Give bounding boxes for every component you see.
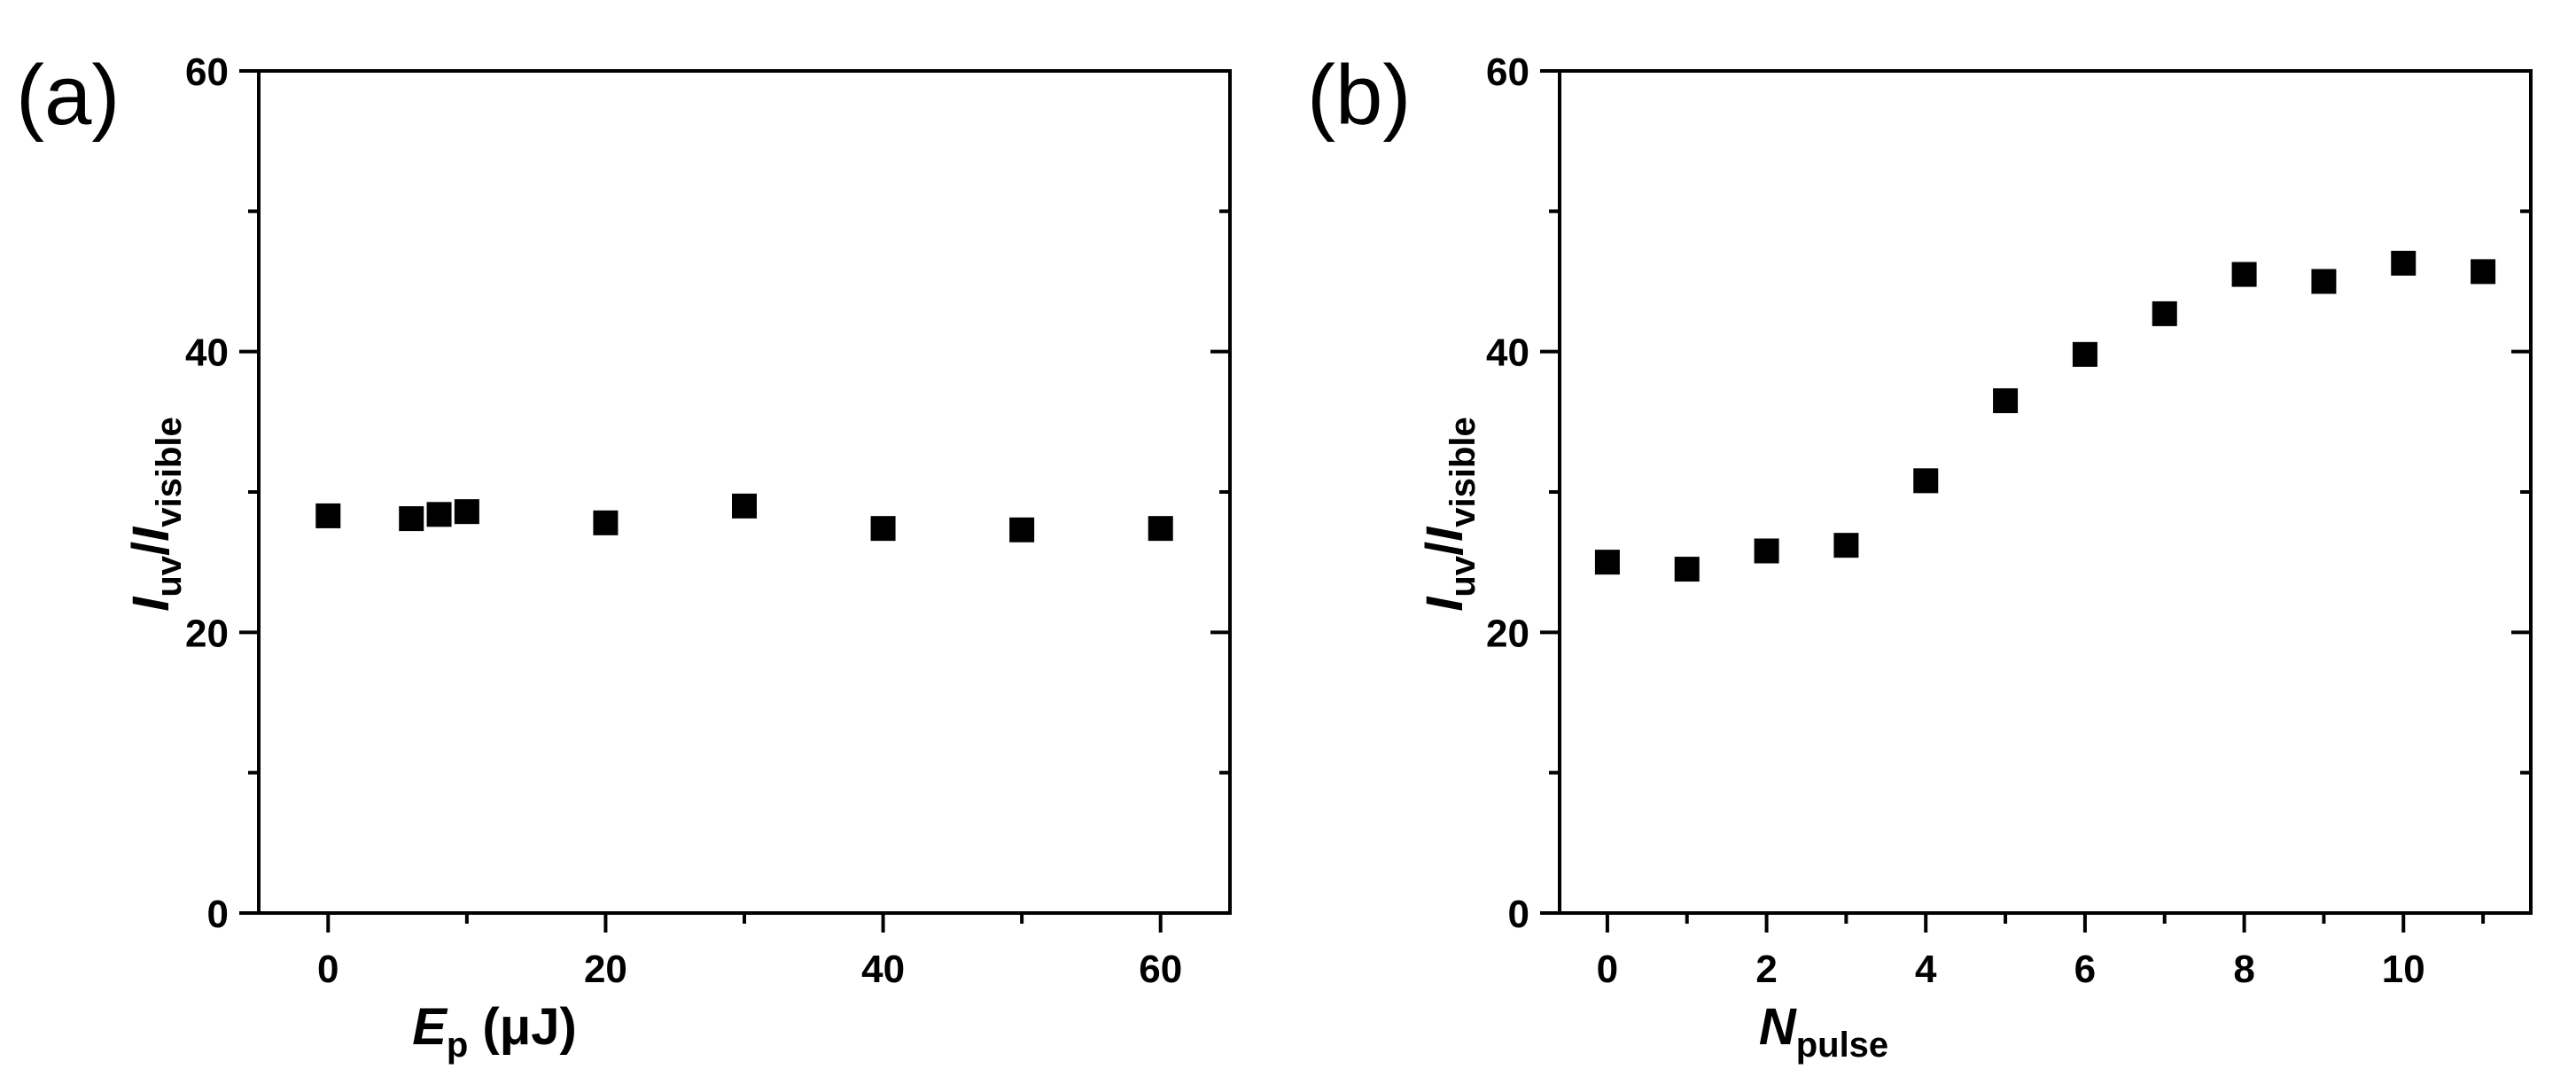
y-axis-title-sub2-b: visible [1444, 417, 1483, 527]
data-point-b [2072, 341, 2097, 367]
plot-frame-b [1558, 69, 2533, 915]
data-point-b [2471, 259, 2496, 285]
y-axis-title-sub2-a: visible [150, 417, 189, 527]
data-point-a [870, 516, 896, 542]
data-point-b [1674, 557, 1700, 582]
x-tick-label-a: 40 [861, 948, 905, 991]
data-point-a [315, 503, 341, 528]
y-axis-title-main-b: I [1416, 596, 1474, 612]
data-point-a [1009, 517, 1035, 542]
y-axis-title-b: Iuv/Ivisible [1416, 417, 1483, 612]
plot-area-a: 0 20 40 60 0 20 40 60 [185, 51, 1232, 991]
data-point-b [2152, 301, 2177, 326]
x-axis-title-unit-a: (μJ) [468, 998, 577, 1056]
data-point-b [2231, 261, 2257, 287]
y-axis-title-slash-a: / [122, 542, 180, 556]
x-axis-title-sub-b: pulse [1796, 1026, 1888, 1065]
y-tick-label-b: 40 [1486, 332, 1529, 375]
y-tick-label-a: 40 [185, 332, 229, 375]
x-tick-label-b: 4 [1915, 948, 1937, 991]
y-tick-label-a: 20 [185, 612, 229, 655]
x-tick-label-a: 60 [1139, 948, 1182, 991]
y-tick-label-a: 0 [207, 893, 229, 936]
svg-text:Iuv/Ivisible: Iuv/Ivisible [1416, 417, 1483, 612]
data-point-a [399, 506, 424, 532]
x-tick-label-b: 8 [2233, 948, 2254, 991]
x-axis-title-main-b: N [1759, 998, 1797, 1056]
y-axis-title-a: Iuv/Ivisible [122, 417, 189, 612]
data-point-a [732, 493, 757, 519]
x-axis-title-b: Npulse [1759, 998, 1888, 1065]
y-tick-label-b: 60 [1486, 51, 1529, 94]
x-axis-title-main-a: E [412, 998, 448, 1056]
x-axis-title-a: Ep (μJ) [412, 998, 577, 1065]
y-axis-title-main2-a: I [122, 526, 180, 542]
data-point-b [1833, 533, 1859, 558]
panel-label-a: (a) [16, 48, 120, 143]
x-tick-label-a: 0 [317, 948, 339, 991]
y-tick-label-a: 60 [185, 51, 229, 94]
data-point-a [426, 502, 452, 527]
data-point-b [1993, 388, 2019, 414]
panel-label-b: (b) [1307, 48, 1411, 143]
x-tick-label-a: 20 [584, 948, 627, 991]
data-point-b [2391, 250, 2416, 276]
x-tick-label-b: 10 [2382, 948, 2425, 991]
svg-text:Npulse: Npulse [1759, 998, 1888, 1065]
y-axis-title-slash-b: / [1416, 542, 1474, 556]
y-tick-label-b: 0 [1508, 893, 1529, 936]
data-point-b [1594, 550, 1620, 575]
x-tick-label-b: 0 [1597, 948, 1618, 991]
data-point-b [1754, 538, 1779, 564]
svg-text:Ep (μJ): Ep (μJ) [412, 998, 577, 1065]
data-point-a [454, 499, 479, 525]
plot-frame-a [257, 69, 1232, 915]
data-point-b [2311, 269, 2337, 294]
y-axis-title-main-a: I [122, 596, 180, 612]
plot-area-b: 0 2 4 6 8 10 0 20 40 60 [1486, 51, 2533, 991]
y-axis-title-main2-b: I [1416, 526, 1474, 542]
y-tick-label-b: 20 [1486, 612, 1529, 655]
data-point-a [593, 510, 619, 535]
x-tick-label-b: 2 [1755, 948, 1777, 991]
y-axis-title-sub-a: uv [150, 555, 189, 597]
data-point-a [1148, 516, 1173, 542]
x-axis-title-sub-a: p [447, 1026, 468, 1065]
y-axis-title-sub-b: uv [1444, 555, 1483, 597]
data-point-b [1913, 468, 1939, 494]
svg-text:Iuv/Ivisible: Iuv/Ivisible [122, 417, 189, 612]
x-tick-label-b: 6 [2074, 948, 2096, 991]
